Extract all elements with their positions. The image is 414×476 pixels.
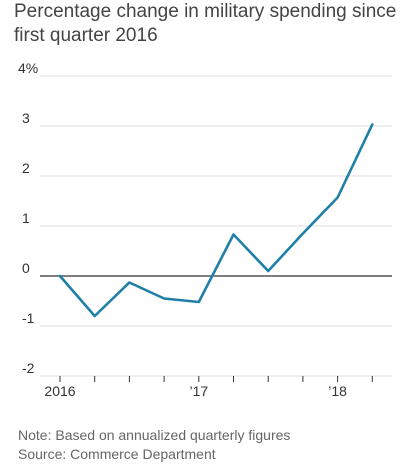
y-tick-label: 2 [22, 160, 30, 176]
y-tick-label: 1 [22, 210, 30, 226]
y-axis-tick-labels: -2 -1 0 1 2 3 4% [18, 60, 38, 376]
y-tick-label: 4% [18, 60, 38, 76]
series-line [58, 123, 374, 318]
y-tick-label: -2 [22, 360, 35, 376]
x-axis: 2016 ’17 ’18 [40, 375, 392, 399]
x-tick-label: 2016 [44, 383, 75, 399]
x-tick-label: ’17 [189, 383, 208, 399]
y-tick-label: 3 [22, 110, 30, 126]
note-text: Note: Based on annualized quarterly figu… [18, 427, 291, 443]
series-lines [58, 123, 374, 318]
chart-footnotes: Note: Based on annualized quarterly figu… [18, 426, 290, 464]
x-tick-label: ’18 [328, 383, 347, 399]
line-chart: -2 -1 0 1 2 3 4% 2016 ’17 ’18 [18, 60, 392, 399]
chart-title: Percentage change in military spending s… [14, 1, 397, 46]
gridlines [40, 75, 392, 327]
y-tick-label: 0 [22, 260, 30, 276]
source-text: Source: Commerce Department [18, 446, 216, 462]
y-tick-label: -1 [22, 310, 35, 326]
